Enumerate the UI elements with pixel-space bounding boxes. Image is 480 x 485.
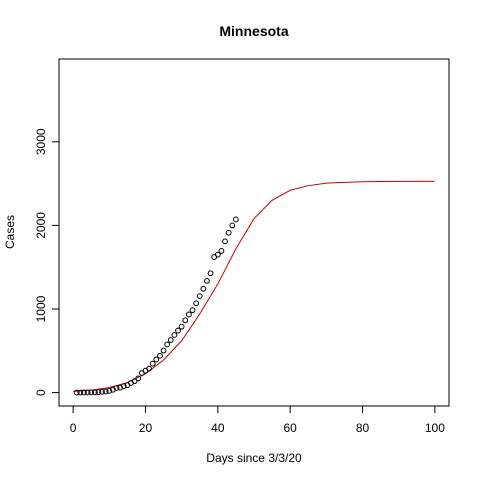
- data-point: [225, 229, 232, 236]
- data-point: [120, 383, 127, 390]
- data-point: [99, 388, 105, 395]
- x-tick-label: 100: [425, 421, 445, 435]
- y-tick-label: 0: [34, 389, 48, 396]
- data-point: [146, 365, 152, 372]
- data-point: [171, 332, 178, 338]
- y-tick-label: 3000: [34, 128, 48, 155]
- x-axis-ticks: 0 20 40 60 80 100: [70, 406, 445, 435]
- data-point: [200, 285, 207, 292]
- data-point: [233, 216, 239, 223]
- data-point: [95, 389, 102, 396]
- y-axis-title: Cases: [3, 215, 17, 249]
- data-point: [193, 300, 200, 307]
- data-point: [222, 238, 228, 245]
- data-point: [164, 341, 171, 348]
- fitted-curve-line: [73, 180, 435, 392]
- data-point: [189, 307, 196, 314]
- data-point: [149, 360, 156, 367]
- data-point: [131, 378, 138, 385]
- data-point: [117, 384, 124, 391]
- data-point: [185, 311, 192, 318]
- x-tick-label: 40: [211, 421, 225, 435]
- data-point: [160, 347, 167, 354]
- x-tick-label: 60: [283, 421, 297, 435]
- data-point: [106, 387, 113, 394]
- data-point: [182, 317, 189, 324]
- data-point: [196, 293, 203, 300]
- x-tick-label: 0: [70, 421, 77, 435]
- data-point: [113, 385, 120, 392]
- data-point: [229, 222, 236, 229]
- chart-title: Minnesota: [219, 23, 288, 39]
- data-point: [81, 389, 87, 396]
- data-point: [167, 337, 174, 343]
- x-tick-label: 20: [139, 421, 153, 435]
- data-point: [175, 327, 181, 334]
- data-point: [207, 270, 214, 277]
- y-tick-label: 2000: [34, 212, 48, 239]
- data-point: [204, 278, 210, 284]
- data-point: [153, 356, 160, 363]
- data-point: [84, 389, 91, 396]
- data-point: [77, 389, 84, 396]
- data-point: [102, 388, 109, 395]
- x-tick-label: 80: [356, 421, 370, 435]
- data-point: [178, 323, 185, 330]
- data-point: [135, 375, 142, 382]
- data-point: [157, 352, 163, 359]
- data-point: [110, 386, 116, 393]
- data-point: [91, 389, 98, 396]
- data-point: [214, 251, 221, 258]
- y-axis-ticks: 0 1000 2000 3000: [34, 128, 59, 396]
- data-point: [218, 248, 225, 254]
- series-layer: [73, 180, 435, 396]
- x-axis-title: Days since 3/3/20: [206, 451, 302, 465]
- y-tick-label: 1000: [34, 295, 48, 322]
- data-point: [88, 389, 95, 396]
- data-point: [73, 389, 80, 396]
